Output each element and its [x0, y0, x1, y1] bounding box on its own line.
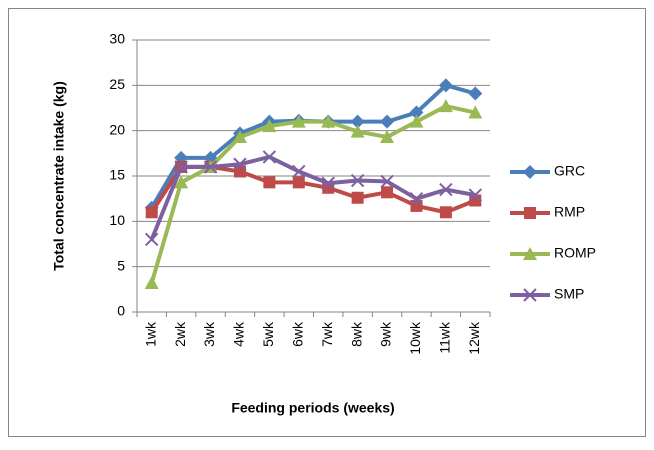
- data-point: [292, 176, 305, 189]
- data-point: [174, 175, 189, 189]
- chart-border: [8, 8, 646, 437]
- x-tick-label: 2wk: [172, 321, 188, 347]
- y-tick-label: 0: [117, 303, 125, 319]
- x-tick-label: 3wk: [201, 321, 217, 347]
- data-point: [292, 164, 306, 179]
- series-line: [149, 154, 476, 241]
- data-point: [381, 186, 394, 199]
- legend-marker: [524, 207, 536, 219]
- data-point: [232, 130, 247, 144]
- x-tick-label: 4wk: [231, 321, 247, 347]
- data-point: [233, 157, 247, 171]
- data-point: [409, 114, 424, 128]
- legend-label: ROMP: [554, 245, 596, 261]
- data-point: [380, 174, 394, 189]
- x-tick-label: 11wk: [437, 321, 453, 354]
- data-point: [439, 206, 452, 219]
- legend-marker: [523, 165, 537, 179]
- data-point: [380, 130, 395, 144]
- x-tick-label: 6wk: [289, 321, 305, 347]
- data-point: [291, 114, 306, 128]
- data-point: [263, 176, 276, 189]
- data-point: [144, 275, 159, 289]
- data-point: [468, 188, 482, 202]
- x-tick-label: 5wk: [260, 321, 276, 347]
- y-axis-title: Total concentrate intake (kg): [51, 81, 67, 271]
- data-point: [409, 105, 424, 120]
- y-tick-label: 10: [109, 212, 125, 228]
- y-tick-label: 20: [109, 121, 125, 137]
- data-point: [380, 114, 395, 129]
- y-tick-label: 30: [109, 31, 125, 47]
- x-tick-label: 8wk: [348, 321, 364, 347]
- data-point: [145, 206, 158, 219]
- x-axis-title: Feeding periods (weeks): [231, 400, 394, 416]
- y-tick-label: 25: [109, 76, 125, 92]
- data-point: [321, 114, 336, 128]
- data-point: [409, 191, 424, 206]
- data-point: [145, 232, 159, 247]
- legend-label: SMP: [554, 286, 584, 302]
- y-tick-label: 15: [109, 167, 125, 183]
- data-point: [438, 78, 453, 93]
- data-point: [350, 124, 365, 138]
- data-point: [262, 119, 277, 133]
- data-point: [350, 173, 365, 188]
- data-point: [350, 114, 365, 129]
- x-tick-label: 12wk: [466, 321, 482, 355]
- legend-label: GRC: [554, 163, 585, 179]
- data-point: [439, 182, 453, 197]
- legend-marker: [523, 288, 537, 302]
- data-point: [438, 99, 453, 113]
- data-point: [203, 160, 218, 174]
- x-tick-label: 9wk: [378, 321, 394, 347]
- data-point: [174, 160, 188, 174]
- x-tick-label: 1wk: [142, 321, 158, 347]
- legend-label: RMP: [554, 204, 585, 220]
- y-tick-label: 5: [117, 257, 125, 273]
- data-point: [468, 86, 483, 101]
- x-tick-label: 10wk: [407, 321, 423, 355]
- x-tick-label: 7wk: [319, 321, 335, 347]
- legend-marker: [523, 247, 537, 260]
- data-point: [468, 105, 483, 119]
- data-point: [321, 176, 335, 190]
- data-point: [351, 191, 364, 204]
- data-point: [262, 150, 277, 164]
